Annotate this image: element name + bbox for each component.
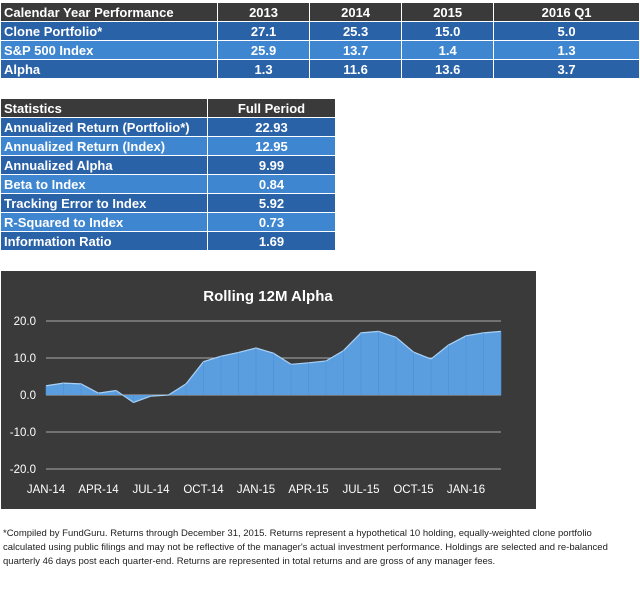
table-cell: 25.3 bbox=[309, 21, 403, 41]
table-cell: 1.3 bbox=[216, 59, 311, 79]
y-tick-label: -20.0 bbox=[10, 464, 36, 476]
table-row: Information Ratio 1.69 bbox=[0, 231, 336, 251]
table-cell: 5.0 bbox=[493, 21, 640, 41]
table-row: Annualized Alpha 9.99 bbox=[0, 155, 336, 175]
series-area bbox=[45, 330, 502, 404]
statistics-table: Statistics Full Period Annualized Return… bbox=[0, 98, 336, 251]
table-cell: 13.7 bbox=[309, 40, 403, 60]
table-cell: 3.7 bbox=[493, 59, 640, 79]
statistics-header-row: Statistics Full Period bbox=[0, 98, 336, 118]
table-cell: 25.9 bbox=[216, 40, 311, 60]
statistics-header-title: Statistics bbox=[0, 98, 208, 118]
x-tick-label: JUL-15 bbox=[342, 484, 379, 496]
x-tick-label: APR-15 bbox=[288, 484, 328, 496]
y-tick-label: 10.0 bbox=[14, 353, 36, 365]
table-cell: 22.93 bbox=[207, 117, 336, 137]
table-cell: 1.4 bbox=[401, 40, 495, 60]
performance-header-row: Calendar Year Performance 2013 2014 2015… bbox=[0, 2, 640, 22]
table-row: S&P 500 Index 25.9 13.7 1.4 1.3 bbox=[0, 40, 640, 60]
performance-header-2014: 2014 bbox=[309, 2, 403, 22]
table-cell: 27.1 bbox=[216, 21, 311, 41]
x-tick-label: JAN-15 bbox=[237, 484, 275, 496]
table-cell: 12.95 bbox=[207, 136, 336, 156]
x-axis-ticks: JAN-14 APR-14 JUL-14 OCT-14 JAN-15 APR-15 JUL-… bbox=[27, 484, 485, 496]
calendar-year-performance-table: Calendar Year Performance 2013 2014 2015… bbox=[0, 2, 640, 79]
table-cell: 1.3 bbox=[493, 40, 640, 60]
row-label: Annualized Alpha bbox=[0, 155, 208, 175]
y-tick-label: -10.0 bbox=[10, 427, 36, 439]
table-cell: 1.69 bbox=[207, 231, 336, 251]
performance-header-2016q1: 2016 Q1 bbox=[493, 2, 640, 22]
performance-header-2013: 2013 bbox=[216, 2, 311, 22]
chart-title: Rolling 12M Alpha bbox=[203, 288, 333, 305]
performance-header-2015: 2015 bbox=[401, 2, 495, 22]
row-label: Information Ratio bbox=[0, 231, 208, 251]
x-tick-label: OCT-15 bbox=[393, 484, 433, 496]
table-row: Tracking Error to Index 5.92 bbox=[0, 193, 336, 213]
performance-header-title: Calendar Year Performance bbox=[0, 2, 218, 22]
table-cell: 0.73 bbox=[207, 212, 336, 232]
row-label: Annualized Return (Index) bbox=[0, 136, 208, 156]
table-row: Annualized Return (Portfolio*) 22.93 bbox=[0, 117, 336, 137]
table-cell: 13.6 bbox=[401, 59, 495, 79]
table-row: Annualized Return (Index) 12.95 bbox=[0, 136, 336, 156]
x-tick-label: JAN-14 bbox=[27, 484, 66, 496]
table-row: Beta to Index 0.84 bbox=[0, 174, 336, 194]
footnote: *Compiled by FundGuru. Returns through D… bbox=[3, 528, 608, 567]
row-label: Tracking Error to Index bbox=[0, 193, 208, 213]
table-row: R-Squared to Index 0.73 bbox=[0, 212, 336, 232]
table-cell: 11.6 bbox=[309, 59, 403, 79]
row-label: R-Squared to Index bbox=[0, 212, 208, 232]
x-tick-label: JAN-16 bbox=[447, 484, 485, 496]
table-cell: 15.0 bbox=[401, 21, 495, 41]
row-label: Alpha bbox=[0, 59, 218, 79]
statistics-header-period: Full Period bbox=[207, 98, 336, 118]
row-label: Clone Portfolio* bbox=[0, 21, 218, 41]
table-cell: 9.99 bbox=[207, 155, 336, 175]
y-tick-label: 0.0 bbox=[20, 390, 36, 402]
row-label: Annualized Return (Portfolio*) bbox=[0, 117, 208, 137]
x-tick-label: JUL-14 bbox=[132, 484, 170, 496]
x-tick-label: APR-14 bbox=[78, 484, 119, 496]
table-row: Alpha 1.3 11.6 13.6 3.7 bbox=[0, 59, 640, 79]
chart-svg: Rolling 12M Alpha 20.010.00.0-10.0-20.0 … bbox=[10, 288, 502, 496]
row-label: S&P 500 Index bbox=[0, 40, 218, 60]
table-row: Clone Portfolio* 27.1 25.3 15.0 5.0 bbox=[0, 21, 640, 41]
y-axis-ticks: 20.0 10.0 0.0 -10.0 -20.0 bbox=[10, 316, 36, 476]
table-cell: 0.84 bbox=[207, 174, 336, 194]
x-tick-label: OCT-14 bbox=[183, 484, 224, 496]
y-tick-label: 20.0 bbox=[14, 316, 36, 328]
table-cell: 5.92 bbox=[207, 193, 336, 213]
row-label: Beta to Index bbox=[0, 174, 208, 194]
rolling-alpha-chart: Rolling 12M Alpha 20.0 10.0 0.0 -10.0 -20.0 … bbox=[1, 271, 536, 509]
